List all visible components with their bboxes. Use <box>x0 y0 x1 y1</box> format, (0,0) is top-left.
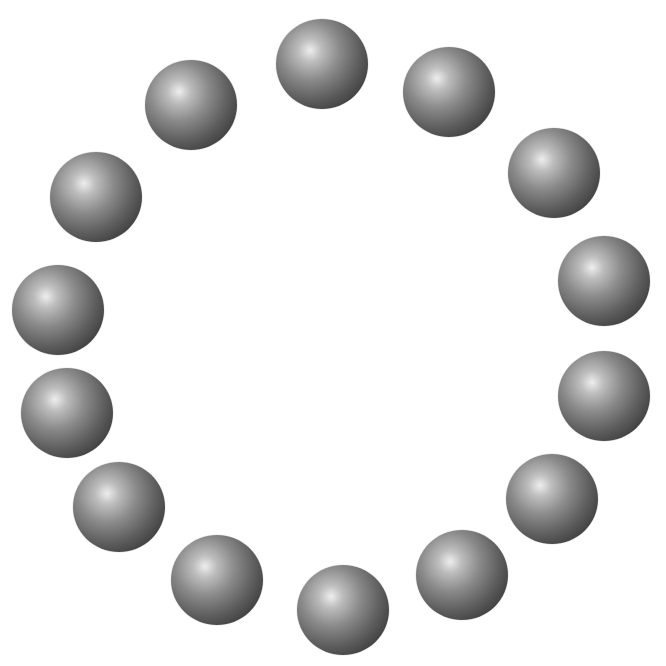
sphere <box>558 236 650 326</box>
sphere <box>506 454 598 544</box>
sphere <box>50 152 142 242</box>
sphere <box>508 128 600 218</box>
sphere <box>73 462 165 552</box>
sphere <box>171 535 263 625</box>
sphere <box>21 368 113 458</box>
sphere <box>558 351 650 441</box>
sphere <box>297 565 389 655</box>
sphere <box>276 19 368 109</box>
sphere <box>145 60 237 150</box>
sphere <box>403 47 495 137</box>
sphere <box>416 530 508 620</box>
sphere <box>12 265 104 355</box>
